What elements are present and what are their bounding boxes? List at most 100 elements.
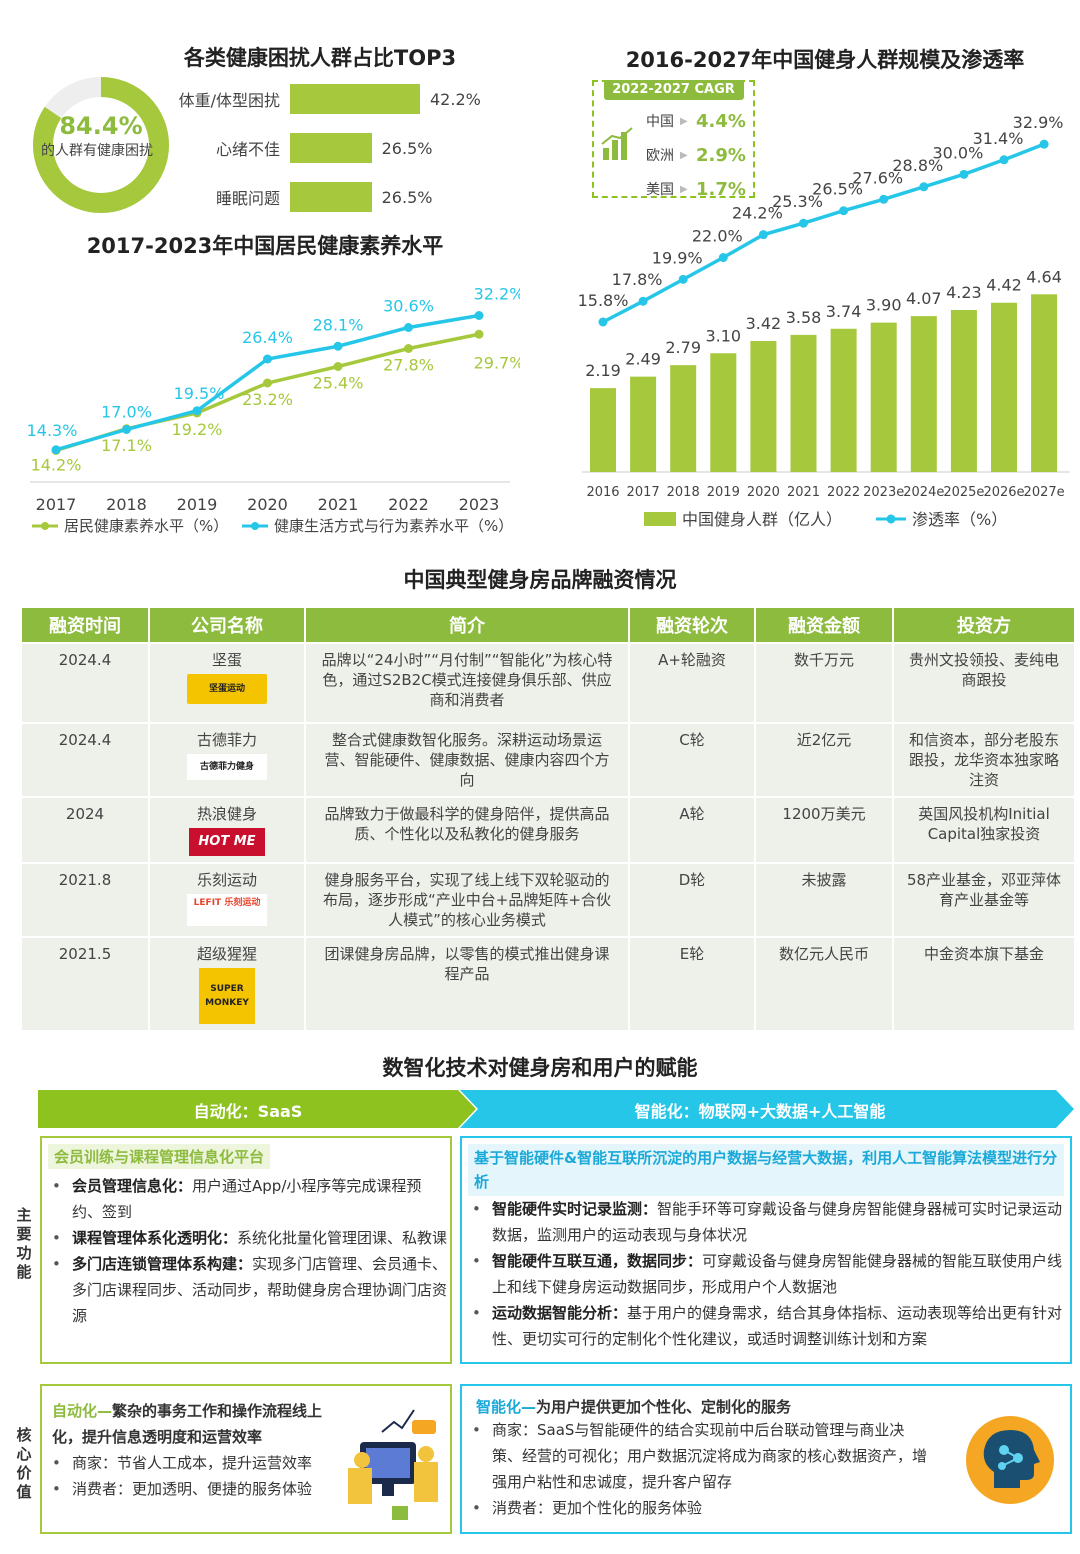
cagr-arrow-icon: ▶	[680, 115, 688, 127]
health-legend-label: 居民健康素养水平（%）	[64, 517, 228, 535]
financing-round: D轮	[630, 864, 754, 936]
financing-round: E轮	[630, 938, 754, 1030]
health-data-label: 25.4%	[313, 374, 364, 393]
company-name: 乐刻运动	[196, 871, 257, 889]
empower-title: 数智化技术对健身房和用户的赋能	[382, 1056, 698, 1080]
penetration-line	[602, 142, 1045, 324]
health-data-label: 30.6%	[383, 297, 434, 316]
top3-bar	[290, 133, 372, 163]
fitness-bar-label: 3.10	[705, 326, 741, 345]
bullet-text: 可穿戴设备与健身房智能健身器械的智能互联使用户线上和线下健身房运动数据同步，形成…	[492, 1252, 1063, 1296]
bullet-item: 消费者：更加个性化的服务体验	[472, 1495, 932, 1521]
fitness-x-tick: 2026e	[983, 485, 1024, 500]
fitness-bar-label: 4.42	[986, 276, 1022, 295]
health-x-tick: 2021	[318, 495, 359, 514]
financing-amount: 近2亿元	[756, 724, 892, 796]
financing-time: 2021.5	[22, 938, 148, 1030]
penetration-point	[678, 274, 688, 284]
company-name: 热浪健身	[196, 805, 257, 823]
cagr-value: 1.7%	[696, 178, 746, 200]
fitness-legend-bar	[644, 512, 676, 526]
health-legend-marker	[251, 522, 259, 530]
fitness-bar-label: 2.79	[665, 338, 701, 357]
penetration-label: 19.9%	[652, 248, 703, 267]
financing-time: 2024	[22, 798, 148, 862]
fitness-x-tick: 2025e	[943, 485, 984, 500]
health-data-label: 26.4%	[242, 328, 293, 347]
penetration-point	[919, 182, 929, 192]
financing-amount: 数千万元	[756, 644, 892, 722]
bullet-item: 商家：SaaS与智能硬件的结合实现前中后台联动管理与商业决策、经营的可视化；用户…	[472, 1417, 932, 1495]
penetration-label: 24.2%	[732, 204, 783, 223]
fitness-x-tick: 2017	[627, 485, 660, 500]
company-intro: 团课健身房品牌，以零售的模式推出健身课程产品	[306, 938, 628, 1030]
company-logo: LEFIT 乐刻运动	[187, 894, 267, 926]
health-data-label: 23.2%	[242, 390, 293, 409]
bullet-item: 多门店连锁管理体系构建：实现多门店管理、会员通卡、多门店课程同步、活动同步，帮助…	[52, 1251, 450, 1329]
penetration-label: 30.0%	[932, 143, 983, 162]
penetration-label: 25.3%	[772, 192, 823, 211]
bullet-item: 会员管理信息化：用户通过App/小程序等完成课程预约、签到	[52, 1173, 450, 1225]
fitness-bar	[830, 328, 857, 472]
right-core-panel: 智能化—为用户提供更加个性化、定制化的服务 商家：SaaS与智能硬件的结合实现前…	[460, 1384, 1072, 1534]
financing-round: A轮	[630, 798, 754, 862]
fitness-x-tick: 2018	[667, 485, 700, 500]
bullet-heading: 课程管理体系化透明化：	[72, 1229, 238, 1247]
table-row: 2024.4 坚蛋 坚蛋运动 品牌以“24小时”“月付制”“智能化”为核心特色，通过S…	[22, 644, 1074, 722]
fitness-x-tick: 2019	[707, 485, 740, 500]
fitness-x-tick: 2022	[827, 485, 860, 500]
investor: 和信资本，部分老股东跟投，龙华资本独家略注资	[894, 724, 1074, 796]
health-point	[404, 323, 413, 332]
top3-bar	[290, 84, 420, 114]
fitness-bar	[750, 341, 777, 472]
health-data-label: 14.3%	[27, 421, 78, 440]
investor: 58产业基金，邓亚萍体育产业基金等	[894, 864, 1074, 936]
health-x-tick: 2023	[459, 495, 500, 514]
penetration-point	[718, 253, 728, 263]
fitness-bar-label: 4.07	[906, 289, 942, 308]
donut-arc	[33, 77, 169, 213]
donut-percent: 84.4%	[59, 112, 143, 140]
company-cell: 坚蛋 坚蛋运动	[150, 644, 304, 722]
table-row: 2024 热浪健身 HOT ME 品牌致力于做最科学的健身陪伴，提供高品质、个性化以及…	[22, 798, 1074, 862]
donut-caption: 的人群有健康困扰	[41, 143, 153, 159]
right-core-title-a: 智能化—	[476, 1398, 537, 1416]
penetration-label: 26.5%	[812, 180, 863, 199]
table-header: 融资时间	[22, 608, 148, 642]
cagr-arrow-icon: ▶	[680, 149, 688, 161]
top3-bar-value: 26.5%	[381, 138, 433, 158]
cagr-row: 欧洲 ▶ 2.9%	[646, 142, 756, 168]
health-point	[404, 344, 413, 353]
health-point	[122, 425, 131, 434]
fitness-bar-label: 4.64	[1026, 267, 1062, 286]
bullet-item: 课程管理体系化透明化：系统化批量化管理团课、私教课	[52, 1225, 450, 1251]
penetration-label: 22.0%	[692, 227, 743, 246]
top3-bar-row: 睡眠问题 26.5%	[170, 182, 432, 212]
company-intro: 整合式健康数智化服务。深耕运动场景运营、智能硬件、健康数据、健康内容四个方向	[306, 724, 628, 796]
table-header: 融资轮次	[630, 608, 754, 642]
cagr-row: 中国 ▶ 4.4%	[646, 108, 756, 134]
fitness-title: 2016-2027年中国健身人群规模及渗透率	[625, 48, 1025, 72]
cagr-value: 4.4%	[696, 110, 746, 132]
cagr-title: 2022-2027 CAGR	[603, 80, 744, 100]
top3-bar-row: 体重/体型困扰 42.2%	[170, 84, 481, 114]
penetration-point	[839, 206, 849, 216]
top3-bar-label: 体重/体型困扰	[178, 91, 280, 110]
company-intro: 健身服务平台，实现了线上线下双轮驱动的布局，逐步形成“产业中台+品牌矩阵+合伙人…	[306, 864, 628, 936]
penetration-point	[999, 155, 1009, 165]
cagr-arrow-icon: ▶	[680, 183, 688, 195]
table-row: 2021.5 超级猩猩 SUPER MONKEY 团课健身房品牌，以零售的模式推出健身…	[22, 938, 1074, 1030]
bullet-heading: 多门店连锁管理体系构建：	[72, 1255, 253, 1273]
penetration-label: 15.8%	[578, 291, 628, 310]
company-logo: 古德菲力健身	[187, 754, 267, 780]
donut-chart	[33, 77, 169, 213]
financing-table: 融资时间 公司名称 简介 融资轮次 融资金额 投资方 2024.4 坚蛋 坚蛋运动 品牌以“24…	[20, 606, 1076, 1032]
penetration-point	[598, 317, 608, 327]
top3-bar-value: 42.2%	[430, 89, 481, 109]
left-main-panel: 会员训练与课程管理信息化平台 会员管理信息化：用户通过App/小程序等完成课程预…	[40, 1136, 452, 1364]
bullet-heading: 智能硬件实时记录监测：	[492, 1200, 658, 1218]
cagr-box: 2022-2027 CAGR 中国 ▶ 4.4% 欧洲 ▶ 2.9% 美国 ▶ 1.7%	[592, 80, 756, 200]
health-data-label: 28.1%	[313, 315, 364, 334]
health-point	[474, 329, 484, 339]
bullet-text: 实现多门店管理、会员通卡、多门店课程同步、活动同步，帮助健身房合理协调门店资源	[72, 1255, 448, 1325]
